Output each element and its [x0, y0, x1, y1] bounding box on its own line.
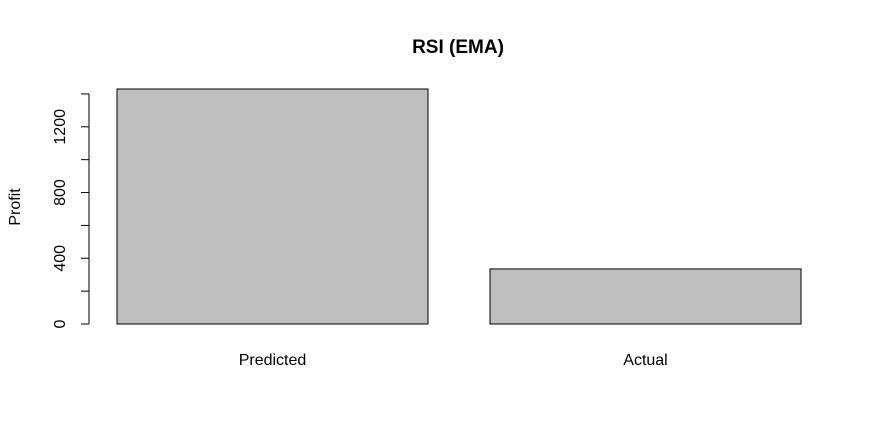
y-tick-label-800: 800 — [52, 179, 69, 206]
y-axis-label: Profit — [7, 188, 24, 226]
y-tick-label-400: 400 — [52, 245, 69, 272]
x-tick-label-actual: Actual — [623, 352, 667, 369]
bar-predicted — [116, 88, 429, 325]
y-tick-label-1200: 1200 — [52, 109, 69, 145]
chart-title: RSI (EMA) — [412, 37, 504, 58]
x-tick-label-predicted: Predicted — [239, 352, 307, 369]
bar-actual — [489, 268, 802, 325]
y-tick-label-0: 0 — [52, 319, 69, 328]
